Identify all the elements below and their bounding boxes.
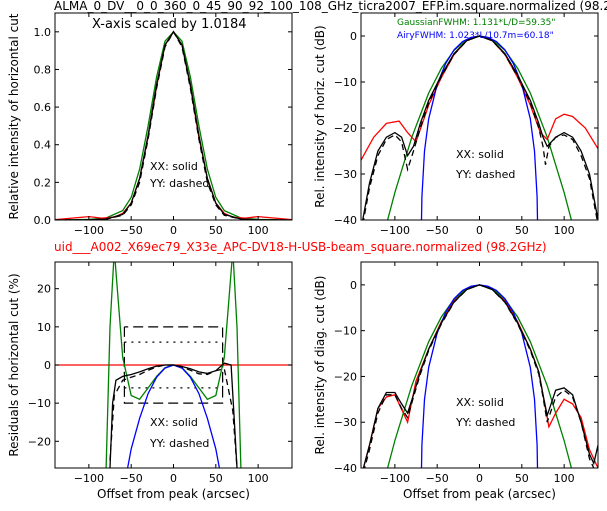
x-tick-label: 50 [209, 472, 223, 485]
y-tick-label: 0 [350, 279, 357, 292]
y-tick-label: −40 [334, 214, 357, 227]
series-line [363, 284, 595, 468]
annotation-dashed: YY: dashed [455, 168, 515, 181]
series-line [362, 284, 598, 468]
legend-entry: AiryFWHM: 1.023*L/10.7m=60.18" [397, 31, 554, 41]
y-tick-label: −40 [334, 462, 357, 475]
series-line [55, 30, 292, 220]
x-tick-label: 100 [554, 224, 575, 237]
y-tick-label: −20 [28, 435, 51, 448]
y-tick-label: −30 [334, 416, 357, 429]
annotation-solid: XX: solid [150, 160, 198, 173]
x-tick-label: 0 [476, 224, 483, 237]
y-tick-label: −30 [334, 168, 357, 181]
y-tick-label: −10 [28, 397, 51, 410]
panel-br: −100 −50 0 50 100 0 −10 −20 −30 −40 Rel. intensity… [313, 261, 599, 501]
plot-area [361, 35, 598, 220]
y-tick-label: −10 [334, 325, 357, 338]
series-line [420, 284, 539, 468]
y-tick-label: 10 [37, 321, 51, 334]
x-axis-label: Offset from peak (arcsec) [403, 487, 556, 501]
plot-area [362, 284, 598, 468]
x-tick-label: 50 [515, 224, 529, 237]
annotation-solid: XX: solid [456, 148, 504, 161]
x-tick-label: −50 [120, 224, 143, 237]
x-tick-label: −100 [74, 224, 104, 237]
legend-entry: GaussianFWHM: 1.131*L/D=59.35" [397, 18, 555, 28]
annotation-solid: XX: solid [150, 416, 198, 429]
x-tick-label: 100 [248, 224, 269, 237]
y-tick-label: −10 [334, 76, 357, 89]
y-axis-label: Rel. intensity of horiz. cut (dB) [313, 25, 327, 207]
y-tick-label: 0.2 [34, 176, 52, 189]
x-tick-label: −100 [380, 224, 410, 237]
series-line [55, 30, 292, 220]
y-tick-label: 0.4 [34, 139, 52, 152]
plot-area [55, 262, 292, 468]
scale-note: X-axis scaled by 1.0184 [92, 17, 247, 32]
x-tick-label: 100 [248, 472, 269, 485]
annotation-dashed: YY: dashed [455, 416, 515, 429]
y-tick-label: 0.6 [34, 101, 52, 114]
y-tick-label: 20 [37, 283, 51, 296]
series-line [55, 30, 292, 220]
x-tick-label: 0 [170, 472, 177, 485]
x-tick-label: −50 [426, 224, 449, 237]
plot-area [55, 30, 292, 220]
series-line [362, 35, 598, 220]
y-tick-label: −20 [334, 122, 357, 135]
y-tick-label: −20 [334, 370, 357, 383]
y-tick-label: 0.0 [34, 214, 52, 227]
series-line [109, 364, 238, 468]
x-tick-label: −50 [120, 472, 143, 485]
panel-tl: −100 −50 0 50 100 0.0 0.2 0.4 0.6 0.8 1.0 Relative … [7, 12, 293, 237]
annotation-dashed: YY: dashed [149, 437, 209, 450]
x-tick-label: −50 [426, 472, 449, 485]
y-axis-label: Relative intensity of horizontal cut [7, 13, 21, 219]
x-tick-label: −100 [74, 472, 104, 485]
x-axis-label: Offset from peak (arcsec) [97, 487, 250, 501]
series-line [361, 35, 598, 161]
x-tick-label: 50 [209, 224, 223, 237]
series-line [362, 284, 598, 468]
y-tick-label: 0 [350, 30, 357, 43]
annotation-dashed: YY: dashed [149, 177, 209, 190]
series-line [109, 362, 238, 468]
series-line [55, 30, 292, 220]
annotation-solid: XX: solid [456, 396, 504, 409]
y-tick-label: 0 [44, 359, 51, 372]
y-tick-label: 1.0 [34, 26, 52, 39]
panel-tr: −100 −50 0 50 100 0 −10 −20 −30 −40 Rel. intensity… [313, 12, 599, 237]
y-axis-label: Residuals of horizontal cut (%) [7, 273, 21, 456]
x-tick-label: 50 [515, 472, 529, 485]
y-tick-label: 0.8 [34, 63, 52, 76]
x-tick-label: 0 [476, 472, 483, 485]
series-line [362, 35, 598, 220]
figure-suptitle: ALMA_0_DV__0_0_360_0_45_90_92_100_108_GH… [54, 0, 607, 13]
figure-midtitle: uid___A002_X69ec79_X33e_APC-DV18-H-USB-b… [54, 240, 547, 254]
x-tick-label: 100 [554, 472, 575, 485]
y-axis-label: Rel. intensity of diag. cut (dB) [313, 276, 327, 455]
x-tick-label: 0 [170, 224, 177, 237]
x-tick-label: −100 [380, 472, 410, 485]
series-line [420, 35, 539, 220]
guide-line [123, 326, 224, 404]
